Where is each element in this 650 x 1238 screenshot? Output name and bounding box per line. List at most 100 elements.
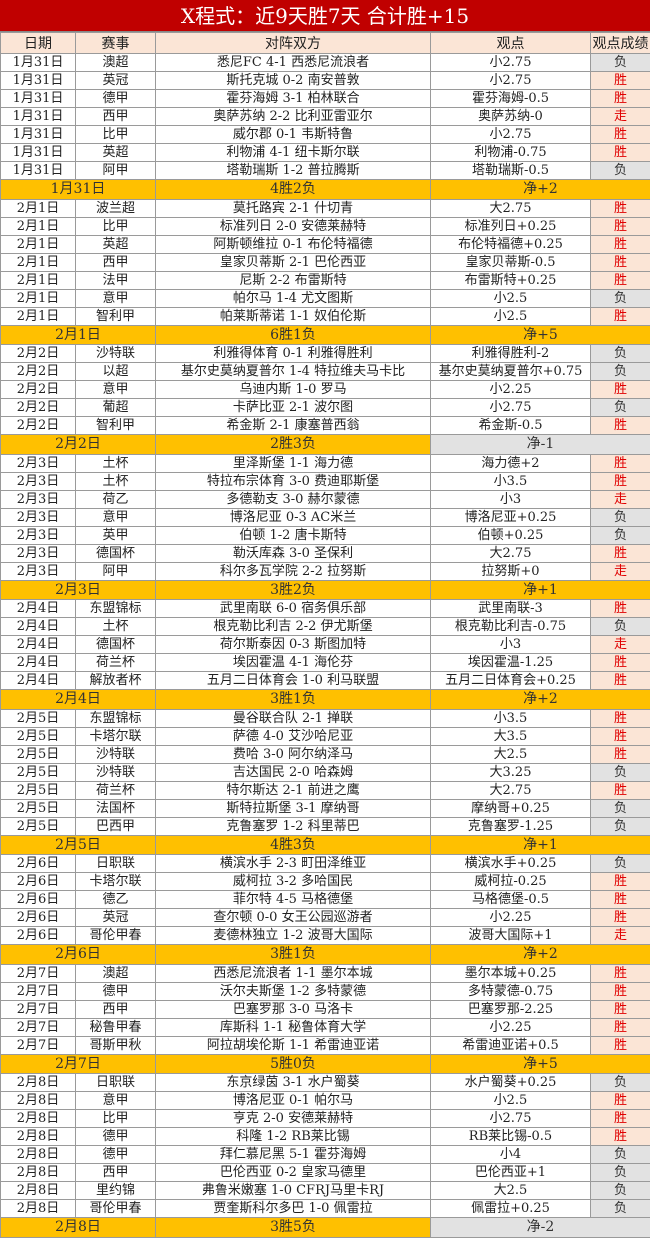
cell-league: 澳超 xyxy=(76,54,156,72)
cell-match: 东京绿茵 3-1 水户蜀葵 xyxy=(156,1074,431,1092)
cell-pick: 大2.5 xyxy=(431,745,591,763)
cell-match: 巴塞罗那 3-0 马洛卡 xyxy=(156,1000,431,1018)
cell-match: 威柯拉 3-2 多哈国民 xyxy=(156,873,431,891)
cell-pick: 小3.5 xyxy=(431,472,591,490)
cell-match: 菲尔特 4-5 马格德堡 xyxy=(156,891,431,909)
summary-record: 4胜2负 xyxy=(156,180,431,200)
cell-match: 横滨水手 2-3 町田泽维亚 xyxy=(156,855,431,873)
cell-match: 特尔斯达 2-1 前进之鹰 xyxy=(156,781,431,799)
cell-match: 五月二日体育会 1-0 利马联盟 xyxy=(156,672,431,690)
cell-pick: 霍芬海姆-0.5 xyxy=(431,90,591,108)
cell-match: 沃尔夫斯堡 1-2 多特蒙德 xyxy=(156,982,431,1000)
cell-match: 威尔郡 0-1 韦斯特鲁 xyxy=(156,126,431,144)
cell-pick: 横滨水手+0.25 xyxy=(431,855,591,873)
cell-pick: 墨尔本城+0.25 xyxy=(431,964,591,982)
cell-match: 费哈 3-0 阿尔纳泽马 xyxy=(156,745,431,763)
cell-result: 负 xyxy=(591,399,650,417)
cell-match: 科隆 1-2 RB莱比锡 xyxy=(156,1128,431,1146)
cell-match: 尼斯 2-2 布雷斯特 xyxy=(156,271,431,289)
cell-pick: 小2.25 xyxy=(431,1018,591,1036)
cell-league: 日职联 xyxy=(76,855,156,873)
cell-result: 负 xyxy=(591,1200,650,1218)
cell-league: 德乙 xyxy=(76,891,156,909)
cell-league: 西甲 xyxy=(76,1000,156,1018)
cell-pick: 小2.5 xyxy=(431,1092,591,1110)
cell-date: 2月7日 xyxy=(1,964,76,982)
cell-match: 萨德 4-0 艾沙哈尼亚 xyxy=(156,727,431,745)
cell-league: 西甲 xyxy=(76,108,156,126)
cell-date: 2月8日 xyxy=(1,1182,76,1200)
cell-league: 德甲 xyxy=(76,982,156,1000)
cell-date: 2月5日 xyxy=(1,817,76,835)
cell-date: 2月8日 xyxy=(1,1074,76,1092)
cell-result: 走 xyxy=(591,108,650,126)
cell-date: 2月6日 xyxy=(1,855,76,873)
cell-league: 比甲 xyxy=(76,1110,156,1128)
cell-match: 曼谷联合队 2-1 掸联 xyxy=(156,709,431,727)
summary-record: 3胜5负 xyxy=(156,1218,431,1238)
cell-result: 胜 xyxy=(591,307,650,325)
summary-record: 3胜1负 xyxy=(156,945,431,965)
header-pick: 观点 xyxy=(431,33,591,54)
cell-league: 波兰超 xyxy=(76,199,156,217)
cell-date: 2月1日 xyxy=(1,217,76,235)
cell-league: 英冠 xyxy=(76,72,156,90)
header-row: 日期 赛事 对阵双方 观点 观点成绩 xyxy=(1,33,650,54)
cell-match: 皇家贝蒂斯 2-1 巴伦西亚 xyxy=(156,253,431,271)
cell-result: 胜 xyxy=(591,417,650,435)
cell-league: 东盟锦标 xyxy=(76,709,156,727)
cell-pick: 马格德堡-0.5 xyxy=(431,891,591,909)
cell-date: 1月31日 xyxy=(1,54,76,72)
cell-pick: 希金斯-0.5 xyxy=(431,417,591,435)
cell-league: 法国杯 xyxy=(76,799,156,817)
results-table: 日期 赛事 对阵双方 观点 观点成绩 1月31日澳超悉尼FC 4-1 西悉尼流浪… xyxy=(0,32,650,1238)
cell-date: 2月5日 xyxy=(1,745,76,763)
cell-match: 克鲁塞罗 1-2 科里蒂巴 xyxy=(156,817,431,835)
cell-league: 比甲 xyxy=(76,217,156,235)
cell-result: 负 xyxy=(591,618,650,636)
cell-league: 荷兰杯 xyxy=(76,654,156,672)
cell-match: 特拉布宗体育 3-0 费迪耶斯堡 xyxy=(156,472,431,490)
cell-date: 1月31日 xyxy=(1,90,76,108)
cell-pick: 大3.25 xyxy=(431,763,591,781)
cell-pick: RB莱比锡-0.5 xyxy=(431,1128,591,1146)
cell-result: 负 xyxy=(591,799,650,817)
cell-result: 胜 xyxy=(591,144,650,162)
summary-net: 净+2 xyxy=(431,180,650,200)
header-result: 观点成绩 xyxy=(591,33,650,54)
cell-match: 武里南联 6-0 宿务俱乐部 xyxy=(156,600,431,618)
cell-match: 帕莱斯蒂诺 1-1 奴伯伦斯 xyxy=(156,307,431,325)
cell-date: 2月4日 xyxy=(1,654,76,672)
cell-pick: 大3.5 xyxy=(431,727,591,745)
cell-league: 沙特联 xyxy=(76,345,156,363)
cell-result: 胜 xyxy=(591,90,650,108)
cell-result: 胜 xyxy=(591,544,650,562)
cell-date: 2月7日 xyxy=(1,1000,76,1018)
cell-pick: 小2.5 xyxy=(431,307,591,325)
cell-date: 2月5日 xyxy=(1,781,76,799)
cell-result: 胜 xyxy=(591,891,650,909)
cell-league: 意甲 xyxy=(76,508,156,526)
cell-league: 意甲 xyxy=(76,1092,156,1110)
cell-league: 卡塔尔联 xyxy=(76,873,156,891)
cell-league: 荷乙 xyxy=(76,490,156,508)
cell-result: 胜 xyxy=(591,472,650,490)
cell-pick: 克鲁塞罗-1.25 xyxy=(431,817,591,835)
cell-match: 吉达国民 2-0 哈森姆 xyxy=(156,763,431,781)
cell-result: 胜 xyxy=(591,72,650,90)
